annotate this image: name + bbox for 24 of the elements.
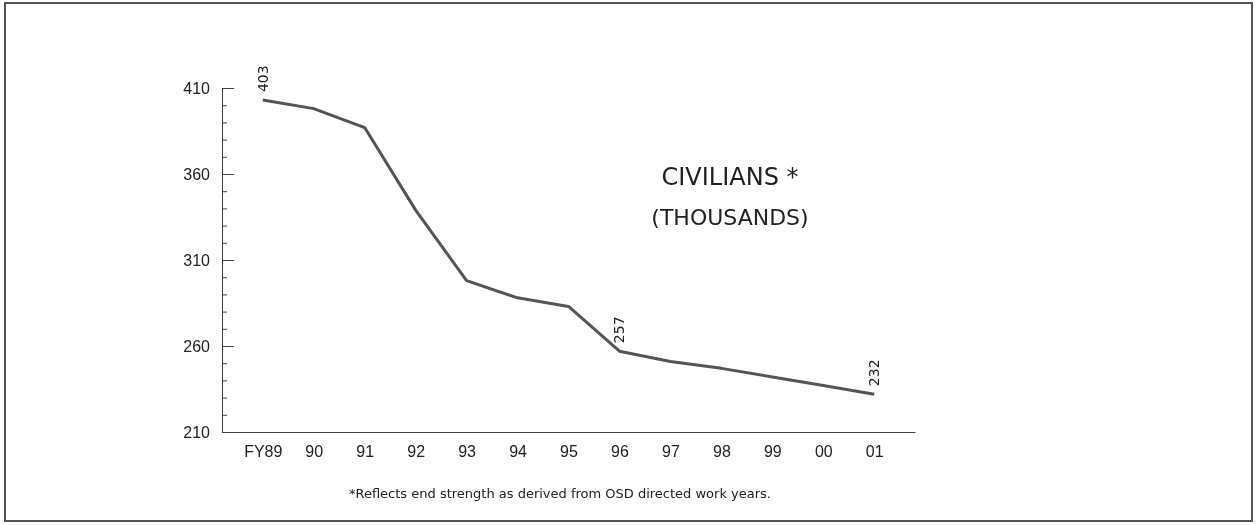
y-tick-label: 260 [183,337,211,355]
x-tick-label: 97 [662,443,680,461]
text: (THOUSANDS) [651,205,809,230]
x-tick-label: 94 [509,443,528,461]
x-tick-label: 90 [305,443,324,461]
y-tick-label: 310 [183,251,211,269]
text: CIVILIANS * [661,163,799,191]
x-tick-label: 98 [712,443,731,461]
y-tick-label: 410 [183,79,211,97]
y-tick-label: 360 [183,165,211,183]
x-tick-label: 00 [814,443,833,461]
x-tick-label: 95 [560,443,578,461]
text: *Reflects end strength as derived from OSD directed work years. [348,486,772,501]
x-tick-label: 92 [407,443,426,461]
data-label: 257 [611,316,628,344]
x-tick-label: FY89 [244,443,283,461]
y-tick-label: 210 [183,423,211,441]
x-tick-label: 01 [865,443,884,461]
x-tick-label: 93 [458,443,477,461]
x-tick-label: 91 [356,443,375,461]
x-tick-label: 96 [611,443,629,461]
x-tick-label: 99 [763,443,782,461]
data-label: 232 [866,359,883,387]
data-label: 403 [254,65,271,93]
